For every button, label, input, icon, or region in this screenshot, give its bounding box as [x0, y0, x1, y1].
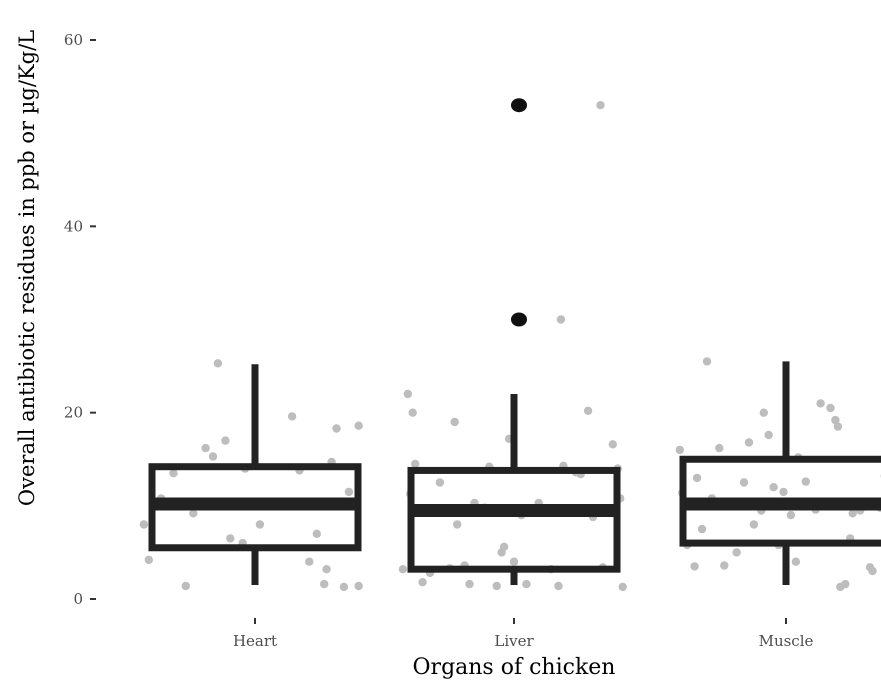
data-point	[312, 529, 321, 538]
x-tick-label: Heart	[233, 632, 277, 650]
data-point	[418, 578, 427, 587]
data-point	[675, 445, 684, 455]
data-point	[715, 443, 724, 453]
data-point	[826, 403, 835, 413]
data-point	[732, 548, 741, 557]
data-point	[618, 582, 627, 592]
data-point	[411, 459, 420, 469]
data-point	[608, 440, 617, 449]
data-point	[208, 452, 218, 461]
data-point	[720, 561, 729, 570]
data-point	[697, 524, 707, 534]
x-axis: Heart Liver Muscle	[233, 618, 814, 650]
data-point	[189, 509, 198, 518]
data-point	[816, 399, 825, 408]
x-axis-title: Organs of chicken	[413, 655, 616, 680]
y-tick-label: 60	[64, 31, 83, 49]
data-point	[144, 555, 153, 565]
data-point	[320, 579, 329, 589]
data-point	[322, 565, 331, 574]
x-tick-label: Muscle	[759, 632, 814, 650]
y-axis-title: Overall antibiotic residues in ppb or µg…	[15, 30, 39, 506]
y-axis: 0 20 40 60	[64, 31, 96, 608]
data-point	[465, 579, 474, 589]
data-point	[556, 315, 566, 324]
data-point	[213, 359, 223, 368]
box-iqr	[407, 466, 621, 573]
data-point	[841, 579, 850, 589]
data-point	[759, 408, 768, 417]
data-point	[332, 424, 341, 433]
data-point	[339, 582, 349, 592]
data-point	[801, 477, 810, 486]
data-point	[398, 565, 408, 574]
data-point	[690, 562, 699, 571]
data-point	[354, 421, 363, 430]
box-heart	[148, 364, 362, 586]
data-point	[583, 406, 593, 415]
jitter-points-layer	[139, 101, 881, 592]
data-point	[403, 389, 412, 399]
data-point	[492, 581, 501, 591]
data-point	[181, 581, 190, 591]
data-point	[779, 487, 788, 497]
x-tick-label: Liver	[494, 632, 534, 650]
data-point	[201, 443, 210, 453]
data-point	[831, 415, 840, 425]
boxes-layer	[148, 98, 881, 586]
data-point	[692, 473, 702, 483]
data-point	[522, 579, 531, 589]
y-tick-label: 40	[64, 217, 83, 235]
data-point	[764, 430, 773, 440]
data-point	[596, 101, 605, 110]
data-point	[255, 520, 265, 529]
data-point	[702, 357, 712, 366]
y-tick-label: 20	[64, 404, 83, 422]
data-point	[344, 487, 354, 497]
box-muscle	[679, 361, 881, 586]
data-point	[791, 557, 801, 566]
data-point	[744, 438, 754, 447]
data-point	[749, 520, 759, 529]
data-point	[769, 483, 778, 492]
data-point	[226, 534, 235, 543]
data-point	[453, 520, 462, 529]
data-point	[287, 412, 297, 421]
data-point	[509, 557, 519, 566]
outlier-point	[511, 312, 527, 327]
data-point	[354, 581, 363, 591]
data-point	[139, 520, 149, 529]
data-point	[786, 510, 796, 520]
data-point	[499, 542, 509, 551]
data-point	[554, 581, 563, 591]
data-point	[848, 509, 857, 518]
data-point	[833, 422, 843, 431]
data-point	[408, 408, 417, 417]
data-point	[739, 478, 749, 487]
box-liver	[407, 98, 621, 586]
outlier-point	[511, 98, 527, 113]
data-point	[450, 417, 459, 427]
data-point	[221, 436, 230, 445]
data-point	[305, 557, 314, 566]
y-tick-label: 0	[73, 590, 83, 608]
data-point	[169, 469, 178, 478]
data-point	[868, 566, 877, 576]
data-point	[435, 478, 445, 487]
